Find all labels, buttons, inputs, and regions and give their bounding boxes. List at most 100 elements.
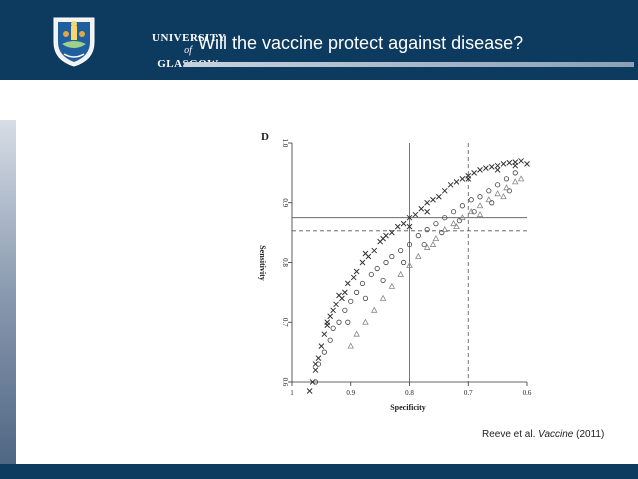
data-point-x-stroke (312, 367, 319, 373)
data-point-circle (450, 209, 457, 215)
data-point-x-stroke (418, 205, 425, 212)
data-point-x-stroke (406, 223, 413, 230)
x-tick-label: 1 (290, 389, 294, 397)
data-point-triangle (362, 318, 369, 325)
y-tick-label: 0.8 (281, 258, 289, 267)
data-point-x (333, 301, 339, 308)
data-point-circle (398, 247, 404, 254)
data-point-x (371, 247, 378, 254)
data-point-x-stroke (471, 170, 477, 176)
data-point-x (389, 229, 395, 236)
data-point-x (359, 259, 366, 266)
data-point-x (344, 280, 351, 287)
data-point-circle (342, 307, 348, 313)
data-point-circle (383, 259, 389, 266)
data-point-x-stroke (447, 181, 454, 188)
data-point-x-stroke (436, 193, 442, 200)
data-point-x-stroke (524, 161, 530, 167)
x-axis-label: Specificity (390, 403, 426, 412)
data-point-x (350, 274, 357, 281)
data-point-circle (456, 218, 463, 224)
data-point-x (339, 295, 345, 302)
data-point-x (483, 165, 489, 171)
data-point-x (394, 223, 401, 230)
data-point-x (436, 193, 442, 200)
data-point-x-stroke (506, 159, 513, 166)
citation-authors: Reeve et al. (482, 429, 536, 440)
data-point-x-stroke (324, 319, 331, 326)
data-point-x-stroke (350, 274, 357, 281)
data-point-triangle (450, 220, 457, 227)
data-point-circle (336, 319, 342, 325)
citation: Reeve et al. Vaccine (2011) (482, 429, 604, 440)
data-point-x (441, 187, 448, 194)
data-point-circle (321, 349, 327, 355)
data-point-x (459, 175, 466, 182)
data-point-x-stroke (342, 289, 348, 296)
data-point-x-stroke (512, 162, 519, 169)
citation-journal: Vaccine (538, 429, 574, 440)
data-point-x-stroke (406, 214, 413, 221)
data-point-circle (415, 233, 421, 239)
data-point-x (418, 205, 425, 212)
data-point-x (494, 167, 501, 173)
data-point-x (465, 175, 472, 182)
data-point-x (406, 214, 413, 221)
data-point-x-stroke (400, 220, 407, 227)
data-point-circle (327, 337, 333, 343)
data-point-circle (503, 176, 510, 182)
data-point-triangle (494, 190, 501, 197)
data-point-x (477, 167, 483, 173)
logo-line-of: of (184, 45, 192, 56)
data-point-triangle (503, 184, 510, 191)
footer-bar (0, 464, 638, 479)
data-point-x-stroke (394, 223, 401, 230)
data-point-circle (459, 203, 465, 209)
data-point-triangle (432, 234, 440, 242)
data-point-x-stroke (412, 211, 419, 218)
y-tick-label: 1.0 (281, 139, 289, 148)
data-point-circle (495, 182, 501, 188)
data-point-circle (424, 227, 430, 233)
data-point-x (471, 170, 477, 176)
data-point-circle (512, 170, 518, 176)
university-crest-icon (53, 17, 95, 67)
data-point-x-stroke (306, 388, 313, 394)
panel-label: D (261, 131, 269, 143)
data-point-x (424, 208, 430, 215)
data-point-x (412, 211, 419, 218)
x-tick-label: 0.8 (405, 389, 414, 397)
data-point-x (430, 196, 436, 203)
data-point-x-stroke (327, 313, 334, 320)
data-point-x-stroke (318, 343, 325, 350)
scatter-points (306, 158, 530, 394)
data-point-x (518, 158, 524, 164)
data-point-x-stroke (380, 235, 386, 242)
data-point-x-stroke (344, 280, 351, 287)
data-point-x-stroke (494, 167, 501, 173)
data-point-x (330, 307, 336, 314)
data-point-triangle (517, 175, 525, 182)
data-point-x (353, 268, 360, 275)
data-point-triangle (485, 196, 493, 203)
data-point-circle (477, 194, 483, 200)
data-point-x (524, 161, 530, 167)
data-point-x-stroke (430, 196, 436, 203)
data-point-triangle (388, 282, 396, 289)
data-point-x (494, 162, 501, 169)
x-tick-label: 0.7 (464, 389, 473, 397)
data-point-circle (348, 298, 354, 304)
data-point-circle (368, 271, 374, 278)
data-point-x (318, 343, 325, 350)
data-point-x (506, 159, 513, 166)
data-point-x (327, 313, 334, 320)
data-point-circle (374, 265, 380, 272)
data-point-triangle (476, 202, 484, 209)
data-point-triangle (441, 225, 449, 233)
y-tick-label: 0.7 (281, 318, 289, 327)
data-point-x (380, 235, 386, 242)
data-point-triangle (347, 342, 355, 349)
data-point-circle (315, 361, 322, 367)
